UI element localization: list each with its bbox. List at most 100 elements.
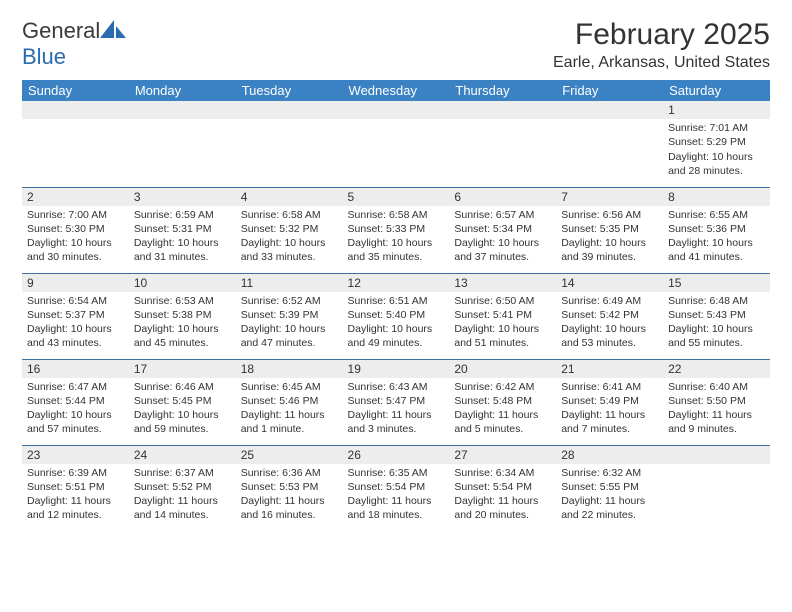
- calendar-day-cell: 3Sunrise: 6:59 AMSunset: 5:31 PMDaylight…: [129, 187, 236, 273]
- day-number: 21: [556, 360, 663, 378]
- day-number: 19: [343, 360, 450, 378]
- day-number: 20: [449, 360, 556, 378]
- day-details: Sunrise: 6:46 AMSunset: 5:45 PMDaylight:…: [129, 378, 236, 441]
- sunset-text: Sunset: 5:51 PM: [27, 480, 124, 494]
- sunset-text: Sunset: 5:48 PM: [454, 394, 551, 408]
- sunset-text: Sunset: 5:37 PM: [27, 308, 124, 322]
- day-number: 25: [236, 446, 343, 464]
- daylight-text: Daylight: 10 hours and 57 minutes.: [27, 408, 124, 436]
- day-details: Sunrise: 6:32 AMSunset: 5:55 PMDaylight:…: [556, 464, 663, 527]
- weekday-header: Monday: [129, 80, 236, 101]
- calendar-day-cell: 16Sunrise: 6:47 AMSunset: 5:44 PMDayligh…: [22, 359, 129, 445]
- day-details: Sunrise: 6:41 AMSunset: 5:49 PMDaylight:…: [556, 378, 663, 441]
- daylight-text: Daylight: 10 hours and 37 minutes.: [454, 236, 551, 264]
- day-number: 22: [663, 360, 770, 378]
- day-number: [663, 446, 770, 464]
- sunrise-text: Sunrise: 7:01 AM: [668, 121, 765, 135]
- weekday-header: Friday: [556, 80, 663, 101]
- calendar-page: General Blue February 2025 Earle, Arkans…: [0, 0, 792, 549]
- calendar-day-cell: 18Sunrise: 6:45 AMSunset: 5:46 PMDayligh…: [236, 359, 343, 445]
- daylight-text: Daylight: 10 hours and 41 minutes.: [668, 236, 765, 264]
- calendar-day-cell: 5Sunrise: 6:58 AMSunset: 5:33 PMDaylight…: [343, 187, 450, 273]
- daylight-text: Daylight: 11 hours and 20 minutes.: [454, 494, 551, 522]
- day-number: 4: [236, 188, 343, 206]
- calendar-day-cell: 21Sunrise: 6:41 AMSunset: 5:49 PMDayligh…: [556, 359, 663, 445]
- calendar-header-row: Sunday Monday Tuesday Wednesday Thursday…: [22, 80, 770, 101]
- sunset-text: Sunset: 5:32 PM: [241, 222, 338, 236]
- day-number: 23: [22, 446, 129, 464]
- weekday-header: Saturday: [663, 80, 770, 101]
- daylight-text: Daylight: 10 hours and 45 minutes.: [134, 322, 231, 350]
- sunset-text: Sunset: 5:55 PM: [561, 480, 658, 494]
- sunset-text: Sunset: 5:46 PM: [241, 394, 338, 408]
- sunrise-text: Sunrise: 6:54 AM: [27, 294, 124, 308]
- day-number: 12: [343, 274, 450, 292]
- day-details: Sunrise: 6:39 AMSunset: 5:51 PMDaylight:…: [22, 464, 129, 527]
- daylight-text: Daylight: 11 hours and 18 minutes.: [348, 494, 445, 522]
- sunset-text: Sunset: 5:50 PM: [668, 394, 765, 408]
- day-number: [236, 101, 343, 119]
- sunset-text: Sunset: 5:53 PM: [241, 480, 338, 494]
- day-number: [22, 101, 129, 119]
- weekday-header: Wednesday: [343, 80, 450, 101]
- sunrise-text: Sunrise: 6:55 AM: [668, 208, 765, 222]
- brand-name: General Blue: [22, 18, 126, 70]
- calendar-week-row: 9Sunrise: 6:54 AMSunset: 5:37 PMDaylight…: [22, 273, 770, 359]
- day-number: 8: [663, 188, 770, 206]
- daylight-text: Daylight: 10 hours and 28 minutes.: [668, 150, 765, 178]
- day-number: [449, 101, 556, 119]
- daylight-text: Daylight: 11 hours and 22 minutes.: [561, 494, 658, 522]
- weekday-header: Sunday: [22, 80, 129, 101]
- sunset-text: Sunset: 5:54 PM: [454, 480, 551, 494]
- day-details: Sunrise: 6:56 AMSunset: 5:35 PMDaylight:…: [556, 206, 663, 269]
- daylight-text: Daylight: 11 hours and 7 minutes.: [561, 408, 658, 436]
- calendar-day-cell: 12Sunrise: 6:51 AMSunset: 5:40 PMDayligh…: [343, 273, 450, 359]
- sunset-text: Sunset: 5:47 PM: [348, 394, 445, 408]
- day-details: Sunrise: 6:42 AMSunset: 5:48 PMDaylight:…: [449, 378, 556, 441]
- daylight-text: Daylight: 10 hours and 47 minutes.: [241, 322, 338, 350]
- brand-name-part2: Blue: [22, 44, 66, 69]
- sunset-text: Sunset: 5:42 PM: [561, 308, 658, 322]
- calendar-day-cell: 28Sunrise: 6:32 AMSunset: 5:55 PMDayligh…: [556, 445, 663, 531]
- calendar-day-cell: 25Sunrise: 6:36 AMSunset: 5:53 PMDayligh…: [236, 445, 343, 531]
- sunset-text: Sunset: 5:44 PM: [27, 394, 124, 408]
- sunrise-text: Sunrise: 6:42 AM: [454, 380, 551, 394]
- calendar-week-row: 2Sunrise: 7:00 AMSunset: 5:30 PMDaylight…: [22, 187, 770, 273]
- daylight-text: Daylight: 11 hours and 16 minutes.: [241, 494, 338, 522]
- calendar-day-cell: 7Sunrise: 6:56 AMSunset: 5:35 PMDaylight…: [556, 187, 663, 273]
- sunrise-text: Sunrise: 6:56 AM: [561, 208, 658, 222]
- sunrise-text: Sunrise: 6:37 AM: [134, 466, 231, 480]
- calendar-day-cell: 22Sunrise: 6:40 AMSunset: 5:50 PMDayligh…: [663, 359, 770, 445]
- sunrise-text: Sunrise: 6:59 AM: [134, 208, 231, 222]
- calendar-body: 1Sunrise: 7:01 AMSunset: 5:29 PMDaylight…: [22, 101, 770, 531]
- calendar-day-cell: 26Sunrise: 6:35 AMSunset: 5:54 PMDayligh…: [343, 445, 450, 531]
- calendar-day-cell: 8 Sunrise: 6:55 AMSunset: 5:36 PMDaylight…: [663, 187, 770, 273]
- day-number: [556, 101, 663, 119]
- day-details: Sunrise: 6:37 AMSunset: 5:52 PMDaylight:…: [129, 464, 236, 527]
- day-details: Sunrise: 6:48 AMSunset: 5:43 PMDaylight:…: [663, 292, 770, 355]
- sunrise-text: Sunrise: 6:50 AM: [454, 294, 551, 308]
- calendar-week-row: 1Sunrise: 7:01 AMSunset: 5:29 PMDaylight…: [22, 101, 770, 187]
- brand-name-part1: General: [22, 18, 100, 43]
- calendar-week-row: 23Sunrise: 6:39 AMSunset: 5:51 PMDayligh…: [22, 445, 770, 531]
- sunset-text: Sunset: 5:36 PM: [668, 222, 765, 236]
- day-details: Sunrise: 6:52 AMSunset: 5:39 PMDaylight:…: [236, 292, 343, 355]
- daylight-text: Daylight: 10 hours and 51 minutes.: [454, 322, 551, 350]
- sunset-text: Sunset: 5:35 PM: [561, 222, 658, 236]
- title-block: February 2025 Earle, Arkansas, United St…: [553, 18, 770, 72]
- sunrise-text: Sunrise: 6:51 AM: [348, 294, 445, 308]
- daylight-text: Daylight: 10 hours and 31 minutes.: [134, 236, 231, 264]
- day-details: Sunrise: 6:51 AMSunset: 5:40 PMDaylight:…: [343, 292, 450, 355]
- calendar-day-cell: 4Sunrise: 6:58 AMSunset: 5:32 PMDaylight…: [236, 187, 343, 273]
- calendar-day-cell: 17Sunrise: 6:46 AMSunset: 5:45 PMDayligh…: [129, 359, 236, 445]
- sunset-text: Sunset: 5:33 PM: [348, 222, 445, 236]
- sunset-text: Sunset: 5:54 PM: [348, 480, 445, 494]
- calendar-day-cell: 14Sunrise: 6:49 AMSunset: 5:42 PMDayligh…: [556, 273, 663, 359]
- brand-logo: General Blue: [22, 18, 126, 70]
- day-details: Sunrise: 6:45 AMSunset: 5:46 PMDaylight:…: [236, 378, 343, 441]
- day-number: 27: [449, 446, 556, 464]
- day-details: Sunrise: 6:47 AMSunset: 5:44 PMDaylight:…: [22, 378, 129, 441]
- calendar-day-cell: 13Sunrise: 6:50 AMSunset: 5:41 PMDayligh…: [449, 273, 556, 359]
- daylight-text: Daylight: 10 hours and 30 minutes.: [27, 236, 124, 264]
- day-number: 11: [236, 274, 343, 292]
